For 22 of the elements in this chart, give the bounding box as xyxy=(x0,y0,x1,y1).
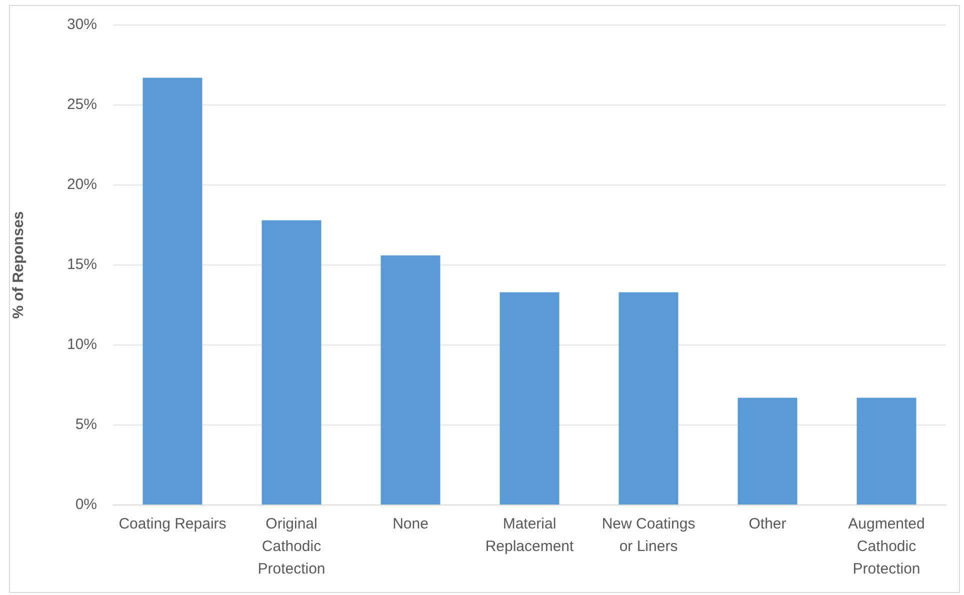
y-tick-label: 25% xyxy=(66,96,97,114)
bar xyxy=(500,292,560,504)
bar xyxy=(380,255,440,504)
y-tick-label: 0% xyxy=(75,496,97,514)
x-tick-label: Original Cathodic Protection xyxy=(258,515,326,578)
y-tick-label: 20% xyxy=(66,176,97,194)
y-axis-title: % of Reponses xyxy=(10,211,28,319)
x-tick-label: Material Replacement xyxy=(485,515,575,555)
y-tick-label: 10% xyxy=(66,336,97,354)
x-tick-label: Other xyxy=(748,515,786,532)
x-tick-label: New Coatings or Liners xyxy=(602,515,696,555)
bar xyxy=(738,398,798,504)
y-tick-label: 30% xyxy=(66,16,97,34)
y-tick-label: 15% xyxy=(66,256,97,274)
x-tick-label: Coating Repairs xyxy=(118,515,226,532)
y-tick-label: 5% xyxy=(75,416,97,434)
bar xyxy=(142,78,202,504)
bar xyxy=(262,220,322,504)
bar xyxy=(856,398,916,504)
bar xyxy=(618,292,678,504)
x-tick-label: None xyxy=(392,515,428,532)
x-tick-label: Augmented Cathodic Protection xyxy=(848,515,925,578)
